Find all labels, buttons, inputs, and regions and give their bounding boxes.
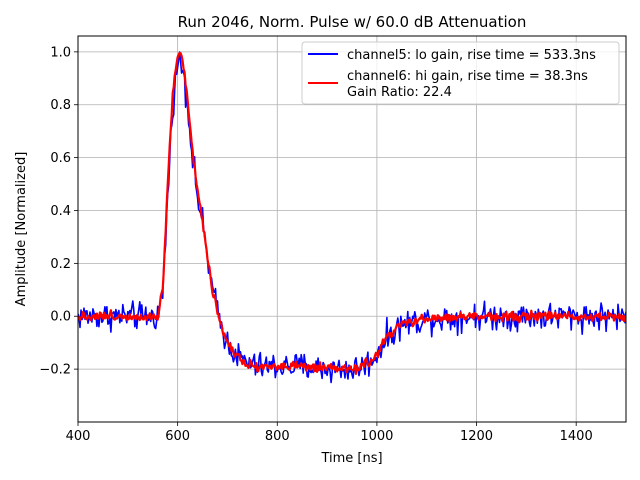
x-axis-label: Time [ns]	[320, 451, 382, 466]
legend-box	[301, 41, 620, 105]
y-tick-label: 0.0	[50, 310, 71, 325]
x-tick-label: 400	[66, 429, 91, 444]
y-axis-label: Amplitude [Normalized]	[14, 152, 29, 307]
x-tick-label: 800	[265, 429, 290, 444]
plot-frame	[77, 35, 627, 423]
y-tick-label: 0.2	[50, 257, 71, 272]
x-tick-label: 1200	[460, 429, 493, 444]
series-line-channel6	[78, 51, 626, 375]
legend-label-channel6: channel6: hi gain, rise time = 38.3ns	[347, 69, 588, 84]
series-area	[78, 51, 626, 384]
x-tick-label: 1000	[360, 429, 393, 444]
y-tick-label: −0.2	[39, 363, 71, 378]
y-tick-label: 0.4	[50, 204, 71, 219]
x-tick-label: 600	[165, 429, 190, 444]
axis-ticks: 400 600 800 1000 1200 1400 −0.2 0.0 0.2 0.4 0.6 0.8…	[39, 45, 592, 444]
legend-gain-ratio: Gain Ratio: 22.4	[347, 85, 452, 100]
chart-title: Run 2046, Norm. Pulse w/ 60.0 dB Attenua…	[178, 13, 527, 31]
y-tick-label: 0.8	[50, 98, 71, 113]
y-tick-label: 1.0	[50, 45, 71, 60]
y-tick-label: 0.6	[50, 151, 71, 166]
x-tick-label: 1400	[560, 429, 593, 444]
legend: channel5: lo gain, rise time = 533.3ns c…	[301, 41, 620, 105]
legend-label-channel5: channel5: lo gain, rise time = 533.3ns	[347, 48, 596, 63]
